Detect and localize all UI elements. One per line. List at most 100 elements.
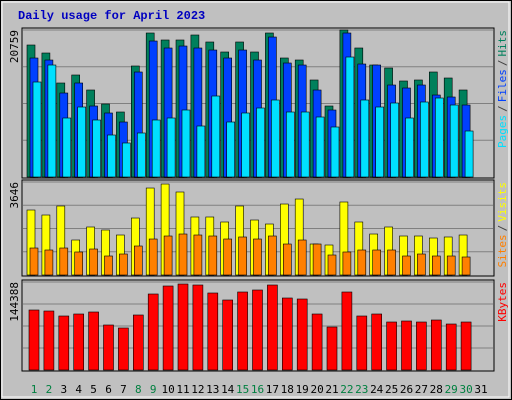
bar bbox=[47, 64, 57, 178]
bar bbox=[326, 326, 338, 371]
x-tick-label: 21 bbox=[325, 383, 338, 396]
legend-separator: / bbox=[496, 225, 509, 232]
bar bbox=[405, 117, 414, 178]
bar bbox=[151, 119, 161, 178]
bar bbox=[401, 320, 412, 371]
x-tick-label: 27 bbox=[415, 383, 428, 396]
bar bbox=[372, 249, 382, 276]
bar bbox=[311, 313, 323, 371]
bar bbox=[268, 235, 277, 276]
bar bbox=[207, 292, 219, 371]
bar bbox=[29, 247, 39, 276]
bar bbox=[74, 251, 83, 276]
x-tick-label: 28 bbox=[430, 383, 443, 396]
legend: KBytes bbox=[496, 282, 509, 322]
bar bbox=[43, 310, 55, 371]
x-tick-label: 1 bbox=[31, 383, 38, 396]
bar bbox=[461, 256, 471, 276]
x-tick-label: 19 bbox=[296, 383, 309, 396]
bar bbox=[315, 116, 325, 178]
y-tick-label: 20759 bbox=[8, 30, 21, 63]
bar bbox=[77, 106, 86, 178]
bar bbox=[342, 251, 352, 276]
bar bbox=[253, 238, 262, 276]
x-tick-label: 4 bbox=[75, 383, 82, 396]
legend-separator: / bbox=[496, 60, 509, 67]
bar bbox=[297, 239, 307, 276]
bar bbox=[252, 289, 263, 371]
legend-entry: Hits bbox=[496, 30, 509, 57]
x-tick-label: 2 bbox=[46, 383, 53, 396]
x-tick-label: 25 bbox=[385, 383, 398, 396]
bar bbox=[282, 243, 292, 276]
bar bbox=[420, 101, 429, 178]
bar bbox=[387, 249, 396, 276]
x-tick-label: 29 bbox=[445, 383, 458, 396]
bar bbox=[196, 125, 206, 178]
bar bbox=[285, 111, 295, 178]
bar bbox=[28, 309, 40, 371]
bar bbox=[137, 132, 146, 178]
bar bbox=[327, 254, 337, 276]
x-tick-label: 31 bbox=[474, 383, 487, 396]
bar bbox=[192, 284, 204, 371]
x-tick-label: 18 bbox=[281, 383, 294, 396]
x-tick-label: 11 bbox=[176, 383, 189, 396]
bar bbox=[88, 311, 99, 371]
bar bbox=[300, 111, 310, 178]
x-tick-label: 26 bbox=[400, 383, 413, 396]
x-tick-label: 7 bbox=[120, 383, 127, 396]
bar bbox=[360, 99, 370, 178]
bar bbox=[32, 81, 42, 178]
legend-entry: Pages bbox=[496, 115, 509, 148]
bar bbox=[375, 106, 385, 178]
bar bbox=[237, 291, 248, 371]
bar bbox=[58, 315, 70, 371]
bar bbox=[163, 235, 173, 276]
bar bbox=[434, 97, 444, 178]
bar bbox=[118, 327, 129, 371]
x-tick-label: 17 bbox=[266, 383, 279, 396]
x-tick-label: 24 bbox=[370, 383, 384, 396]
bar bbox=[345, 56, 355, 178]
bar bbox=[330, 126, 340, 178]
chart-title: Daily usage for April 2023 bbox=[18, 9, 205, 23]
bar bbox=[44, 249, 54, 276]
bar bbox=[357, 249, 367, 276]
legend-entry: KBytes bbox=[496, 282, 509, 322]
bar bbox=[133, 314, 144, 371]
x-tick-label: 23 bbox=[355, 383, 368, 396]
bar bbox=[417, 253, 426, 276]
bar bbox=[119, 253, 128, 276]
bar bbox=[238, 236, 247, 276]
bar bbox=[178, 233, 188, 276]
x-tick-label: 12 bbox=[191, 383, 204, 396]
x-tick-label: 14 bbox=[221, 383, 235, 396]
bar bbox=[464, 130, 474, 178]
bar bbox=[267, 284, 278, 371]
x-tick-label: 15 bbox=[236, 383, 249, 396]
bar bbox=[177, 283, 189, 371]
bar bbox=[430, 319, 442, 371]
bar bbox=[312, 243, 322, 276]
bar bbox=[416, 321, 427, 371]
legend-entry: Sites bbox=[496, 234, 509, 267]
bar bbox=[62, 117, 72, 178]
bar bbox=[371, 313, 383, 371]
legend-entry: Files bbox=[496, 69, 509, 102]
bar bbox=[446, 255, 456, 276]
bar bbox=[92, 119, 101, 178]
bar bbox=[241, 112, 250, 178]
y-tick-label: 3646 bbox=[8, 182, 21, 209]
bar bbox=[341, 291, 353, 371]
x-tick-label: 9 bbox=[150, 383, 157, 396]
bar bbox=[390, 102, 399, 178]
bar bbox=[356, 315, 368, 371]
x-tick-label: 3 bbox=[60, 383, 67, 396]
bar bbox=[181, 109, 191, 178]
bar bbox=[402, 255, 411, 276]
bar bbox=[445, 323, 457, 371]
bar bbox=[431, 255, 441, 276]
x-tick-label: 16 bbox=[251, 383, 264, 396]
